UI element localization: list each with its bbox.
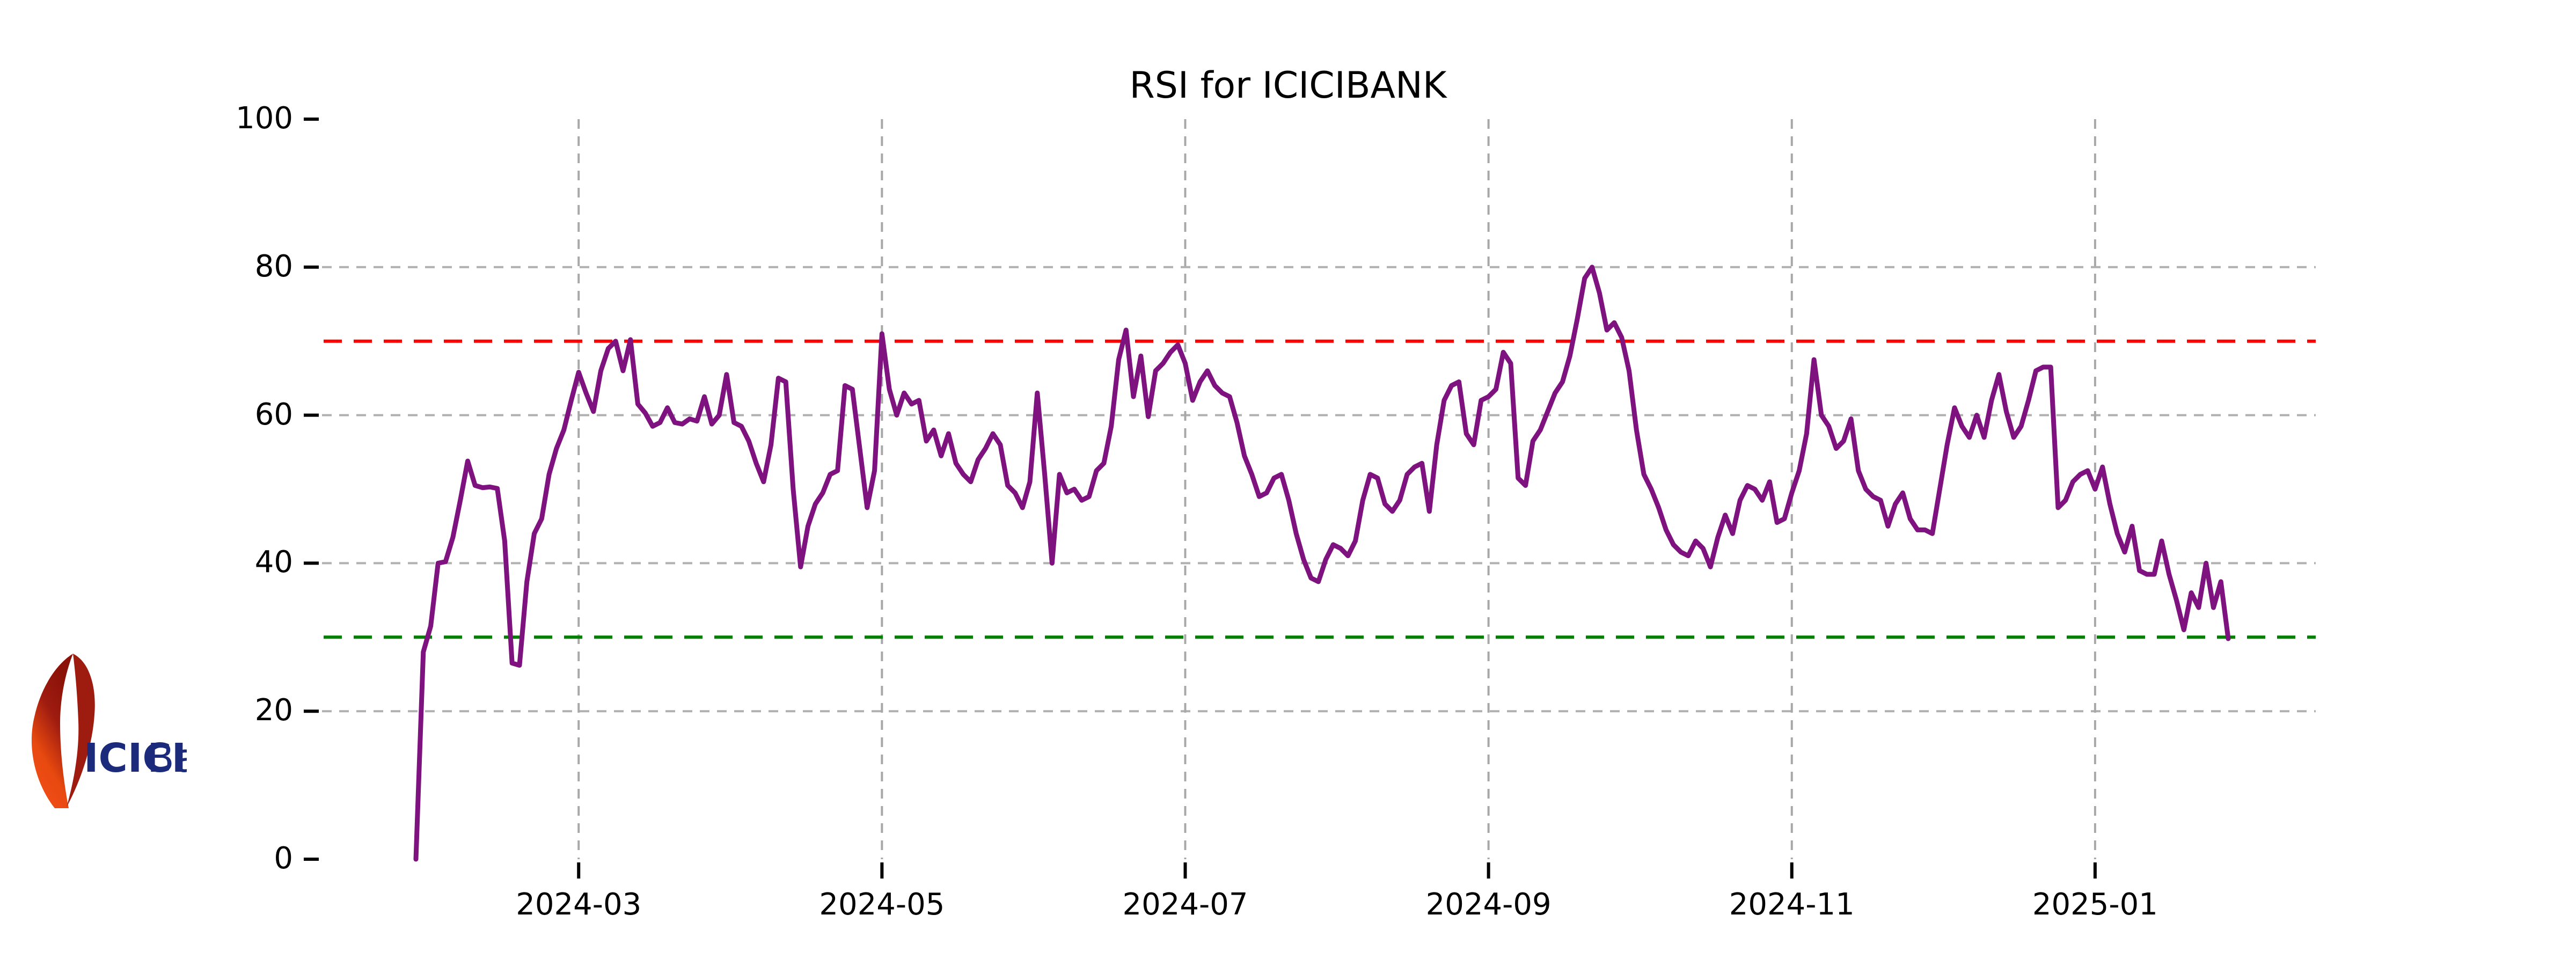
x-axis-tick-label: 2024-11 [1729,887,1855,922]
y-axis-tick-label: 60 [254,397,293,432]
page-title: RSI for ICICIBANK [1129,64,1447,107]
rsi-line-series [413,265,2231,862]
y-tick-marks [304,118,319,861]
y-axis-tick-label: 80 [254,248,293,284]
reference-lines [324,339,2316,639]
icici-bank-logo: ICICI Bank [31,654,187,808]
y-gridlines [322,266,2316,713]
x-axis-tick-label: 2025-01 [2032,887,2158,922]
y-axis-tick-label: 0 [274,841,293,876]
y-axis-tick-label: 40 [254,545,293,580]
y-axis-tick-label: 100 [236,101,293,136]
icici-bank-wordmark: ICICI [84,735,186,781]
x-axis-tick-label: 2024-03 [516,887,642,922]
x-tick-marks [577,862,2097,879]
y-axis-tick-label: 20 [254,693,293,728]
x-axis-tick-label: 2024-07 [1122,887,1248,922]
bank-wordmark: Bank [147,735,187,781]
x-axis-tick-label: 2024-05 [819,887,945,922]
x-axis-tick-label: 2024-09 [1425,887,1552,922]
icici-flame-mark [31,654,95,808]
